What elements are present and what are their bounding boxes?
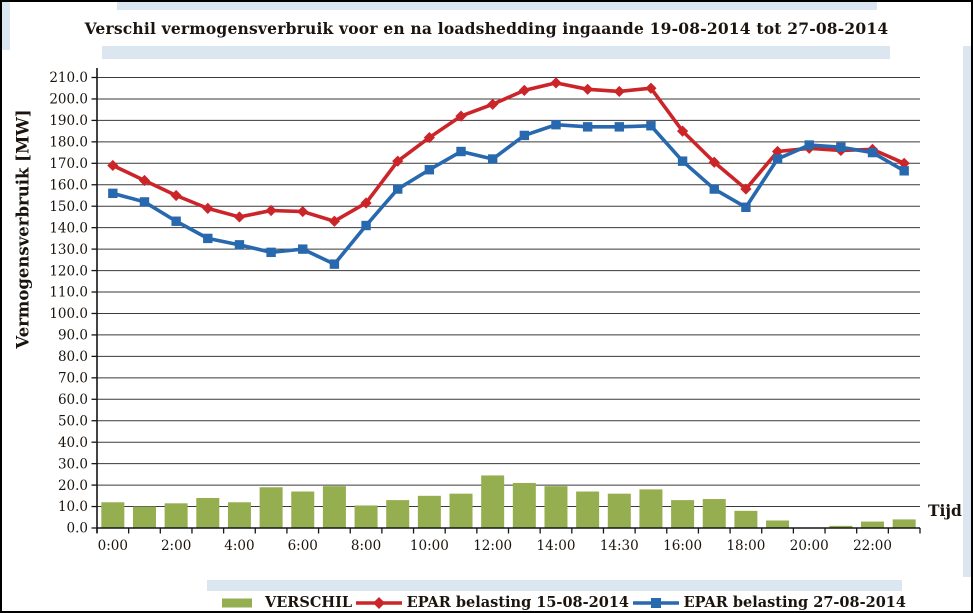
legend-item-verschil: VERSCHIL [214, 594, 352, 611]
svg-text:100.0: 100.0 [49, 306, 88, 322]
svg-text:40.0: 40.0 [58, 435, 88, 451]
svg-text:80.0: 80.0 [58, 349, 88, 365]
highlight-strip-left [2, 2, 10, 50]
svg-text:0.0: 0.0 [67, 521, 88, 537]
svg-text:14:30: 14:30 [600, 538, 639, 554]
svg-text:120.0: 120.0 [49, 263, 88, 279]
svg-text:16:00: 16:00 [663, 538, 702, 554]
svg-text:20:00: 20:00 [790, 538, 829, 554]
legend-label-verschil: VERSCHIL [265, 594, 353, 611]
svg-text:4:00: 4:00 [224, 538, 254, 554]
legend-label-epar-15: EPAR belasting 15-08-2014 [406, 594, 630, 611]
svg-text:18:00: 18:00 [726, 538, 765, 554]
svg-text:70.0: 70.0 [58, 371, 88, 387]
svg-text:170.0: 170.0 [49, 156, 88, 172]
svg-text:10.0: 10.0 [58, 499, 88, 515]
highlight-strip-under-title [102, 46, 890, 59]
red-line-diamond-icon [355, 596, 402, 610]
svg-text:190.0: 190.0 [49, 113, 88, 129]
svg-text:160.0: 160.0 [49, 177, 88, 193]
svg-text:60.0: 60.0 [58, 392, 88, 408]
svg-text:12:00: 12:00 [473, 538, 512, 554]
svg-text:30.0: 30.0 [58, 456, 88, 472]
svg-text:22:00: 22:00 [853, 538, 892, 554]
bar-swatch-icon [214, 596, 260, 610]
svg-text:10:00: 10:00 [410, 538, 449, 554]
svg-text:210.0: 210.0 [49, 70, 88, 86]
svg-text:0:00: 0:00 [98, 538, 128, 554]
svg-text:20.0: 20.0 [58, 478, 88, 494]
svg-text:200.0: 200.0 [49, 92, 88, 108]
legend-label-epar-27: EPAR belasting 27-08-2014 [683, 594, 906, 611]
svg-text:150.0: 150.0 [49, 199, 88, 215]
chart-plot-area: 0.0 10.0 20.0 30.0 40.0 50.0 60.0 70.0 80.0 90.0 1… [49, 68, 921, 554]
legend-item-epar-27: EPAR belasting 27-08-2014 [632, 594, 906, 611]
svg-text:140.0: 140.0 [49, 220, 88, 236]
svg-text:14:00: 14:00 [537, 538, 576, 554]
svg-text:8:00: 8:00 [351, 538, 381, 554]
highlight-strip-top [117, 2, 877, 10]
svg-text:90.0: 90.0 [58, 328, 88, 344]
svg-text:6:00: 6:00 [288, 538, 318, 554]
chart-title: Verschil vermogensverbruik voor en na lo… [84, 19, 889, 38]
svg-text:130.0: 130.0 [49, 242, 88, 258]
chart-legend: VERSCHIL EPAR belasting 15-08-2014 EPAR … [214, 594, 906, 611]
highlight-strip-right [963, 46, 971, 577]
legend-item-epar-15: EPAR belasting 15-08-2014 [355, 594, 630, 611]
x-axis-title: Tijd [928, 501, 962, 520]
blue-line-square-icon [632, 596, 679, 610]
svg-text:180.0: 180.0 [49, 135, 88, 151]
svg-text:110.0: 110.0 [49, 285, 88, 301]
svg-text:2:00: 2:00 [161, 538, 191, 554]
svg-text:50.0: 50.0 [58, 413, 88, 429]
highlight-strip-legend [207, 580, 902, 591]
